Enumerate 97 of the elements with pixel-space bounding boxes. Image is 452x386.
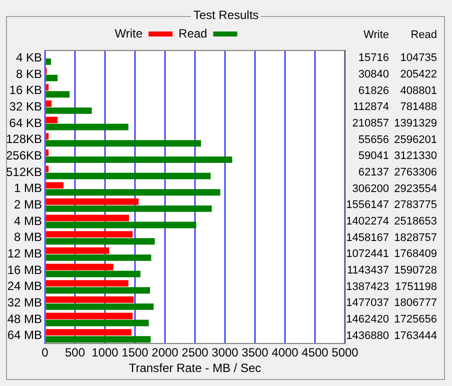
text: Read [410,29,437,42]
bar [46,329,132,336]
legend-label: Write [114,26,143,40]
y-tick-label: 16 MB [7,262,42,277]
text: 1391329 [394,118,437,130]
text: 15716 [358,52,389,64]
y-tick-label: 32 MB [7,295,42,310]
text: 1458167 [346,232,389,244]
text: 1806777 [394,297,437,310]
bar [46,107,92,114]
text: 62137 [358,166,389,179]
text: 210857 [352,118,389,130]
bar [46,189,220,196]
y-tick-label: 64 MB [7,328,42,342]
text: 2923554 [394,182,437,195]
y-tick-label: 8 MB [14,230,42,244]
bar [46,172,211,180]
x-tick-label: 2500 [182,346,209,360]
text: 306200 [352,182,389,195]
text: 104735 [400,52,437,64]
text: 2783775 [394,199,437,212]
y-tick-label: 8 KB [16,66,42,81]
bar [46,254,152,261]
text: 112874 [353,101,389,114]
legend-label: Read [178,26,208,40]
text: 1751198 [394,280,437,293]
bar [46,336,151,343]
x-tick-label: 4000 [272,346,299,360]
text: 1387423 [346,280,389,293]
bar [46,100,52,107]
y-tick-label: 48 MB [7,312,42,326]
bar [46,198,139,205]
y-tick-label: 24 MB [7,279,42,294]
text: 1462420 [346,314,389,326]
text: 55656 [358,134,389,146]
bar [46,287,150,294]
bar [46,156,232,163]
x-tick-label: 1500 [122,346,149,360]
bar [46,231,133,238]
text: 1556147 [346,199,389,212]
x-tick-label: 1000 [92,346,119,360]
y-tick-label: 32 KB [9,99,42,114]
text: 1768409 [394,248,437,260]
y-tick-label: 4 MB [14,214,42,228]
bar [46,270,140,278]
y-tick-label: 64 KB [9,116,42,130]
bar [46,320,149,326]
text: 2518653 [394,216,437,228]
bar [46,124,128,130]
text: 1590728 [394,264,437,277]
x-tick-label: 3000 [212,346,239,360]
text: 30840 [358,68,389,81]
x-tick-label: 2000 [152,346,179,360]
bar [46,222,196,228]
bar [46,238,155,245]
text: 1143437 [346,264,389,277]
text: Write [364,29,389,42]
y-tick-label: 12 MB [7,246,42,260]
x-axis-title: Transfer Rate - MB / Sec [128,361,262,376]
x-tick-label: 0 [42,346,49,360]
text: 1072441 [346,248,389,260]
text: 2596201 [394,134,437,146]
chart-title: Test Results [191,8,261,22]
text: 1725656 [394,314,437,326]
bar [46,182,64,189]
y-tick-label: 1 MB [14,181,42,196]
text: 1436880 [346,330,389,342]
bar [46,214,129,222]
bar [46,264,114,270]
bar [46,296,134,303]
bar [46,205,212,212]
y-tick-label: 128KB [6,132,42,146]
text: 61826 [358,84,389,97]
text: 205422 [400,68,437,81]
text: 408801 [400,84,437,97]
bar [46,58,51,65]
bar [46,247,110,254]
x-tick-label: 5000 [332,346,359,360]
x-tick-label: 4500 [302,346,329,360]
bar [46,140,201,147]
text: 59041 [358,150,389,162]
bar [46,303,154,310]
text: 3121330 [394,150,437,162]
text: 2763306 [394,166,437,179]
y-tick-label: 16 KB [9,83,42,98]
text: 1828757 [394,232,437,244]
x-tick-label: 500 [64,346,86,360]
bar [46,91,70,98]
y-tick-label: 4 KB [16,50,42,64]
bar [46,280,128,287]
text: 1763444 [394,330,437,342]
text: 1402274 [346,216,389,228]
text: 781488 [400,101,437,114]
x-tick-label: 3500 [242,346,269,360]
y-tick-label: 2 MB [14,197,42,212]
bar [46,312,133,320]
text: 1477037 [346,297,389,310]
